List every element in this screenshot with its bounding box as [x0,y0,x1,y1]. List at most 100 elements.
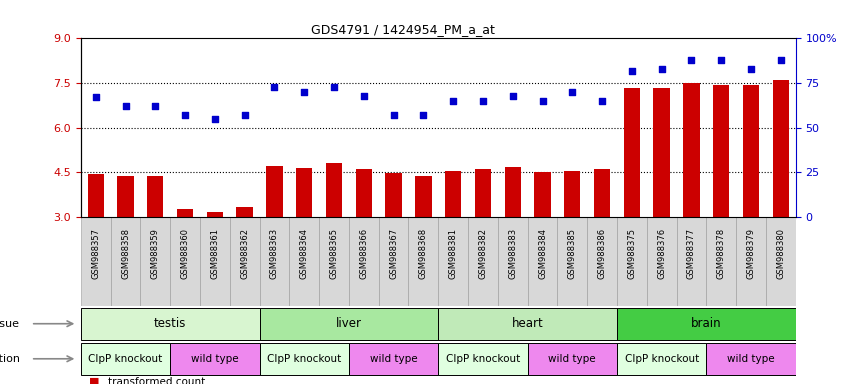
Text: ■: ■ [89,377,100,384]
Point [477,98,490,104]
Bar [445,171,461,217]
Point [89,94,102,100]
Bar [415,176,431,217]
Bar [438,217,468,306]
Point [148,103,162,109]
Bar [200,217,230,306]
Text: GSM988383: GSM988383 [508,228,517,279]
Text: GSM988363: GSM988363 [270,228,279,279]
Text: GSM988360: GSM988360 [180,228,190,279]
Text: transformed count: transformed count [108,377,205,384]
Bar [88,174,104,217]
Bar [356,169,372,217]
Bar [260,343,349,375]
Bar [230,217,260,306]
Text: GSM988365: GSM988365 [329,228,339,279]
Text: ClpP knockout: ClpP knockout [446,354,520,364]
Bar [647,217,677,306]
Point [118,103,133,109]
Bar [677,217,706,306]
Bar [266,166,283,217]
Bar [498,217,528,306]
Bar [386,173,402,217]
Text: testis: testis [154,317,186,330]
Point [238,112,252,118]
Text: GSM988361: GSM988361 [210,228,220,279]
Bar [81,308,260,340]
Point [417,112,430,118]
Text: GSM988358: GSM988358 [121,228,130,279]
Text: GSM988384: GSM988384 [538,228,547,279]
Title: GDS4791 / 1424954_PM_a_at: GDS4791 / 1424954_PM_a_at [311,23,494,36]
Bar [683,83,700,217]
Text: GSM988376: GSM988376 [657,228,666,279]
Text: tissue: tissue [0,319,20,329]
Text: GSM988357: GSM988357 [91,228,100,279]
Point [714,57,728,63]
Bar [766,217,796,306]
Bar [296,168,312,217]
Bar [81,343,170,375]
Bar [438,308,617,340]
Point [654,66,668,72]
Text: GSM988375: GSM988375 [627,228,637,279]
Bar [81,217,111,306]
Text: GSM988364: GSM988364 [300,228,309,279]
Text: wild type: wild type [728,354,774,364]
Text: GSM988380: GSM988380 [776,228,785,279]
Bar [528,343,617,375]
Text: GSM988379: GSM988379 [746,228,756,279]
Text: GSM988382: GSM988382 [478,228,488,279]
Bar [617,343,706,375]
Point [684,57,698,63]
Bar [326,163,342,217]
Text: GSM988377: GSM988377 [687,228,696,279]
Bar [706,343,796,375]
Text: ClpP knockout: ClpP knockout [89,354,163,364]
Bar [587,217,617,306]
Bar [349,343,438,375]
Bar [170,343,260,375]
Bar [260,308,438,340]
Text: GSM988366: GSM988366 [359,228,368,279]
Bar [289,217,319,306]
Point [357,93,371,99]
Bar [706,217,736,306]
Bar [617,308,796,340]
Point [179,112,192,118]
Point [298,89,311,95]
Bar [147,176,163,217]
Bar [654,88,670,217]
Point [625,68,638,74]
Bar [736,217,766,306]
Bar [111,217,140,306]
Text: genotype/variation: genotype/variation [0,354,20,364]
Text: heart: heart [511,317,544,330]
Text: liver: liver [336,317,362,330]
Bar [743,85,759,217]
Bar [379,217,408,306]
Bar [408,217,438,306]
Bar [140,217,170,306]
Bar [475,169,491,217]
Bar [468,217,498,306]
Text: GSM988381: GSM988381 [448,228,458,279]
Bar [594,169,610,217]
Text: GSM988362: GSM988362 [240,228,249,279]
Point [386,112,401,118]
Point [267,84,281,90]
Text: wild type: wild type [191,354,238,364]
Bar [505,167,521,217]
Text: wild type: wild type [549,354,596,364]
Bar [564,170,580,217]
Text: GSM988367: GSM988367 [389,228,398,279]
Point [327,84,340,90]
Bar [170,217,200,306]
Bar [624,88,640,217]
Text: GSM988368: GSM988368 [419,228,428,279]
Text: ClpP knockout: ClpP knockout [267,354,341,364]
Bar [349,217,379,306]
Point [595,98,608,104]
Bar [260,217,289,306]
Point [208,116,221,122]
